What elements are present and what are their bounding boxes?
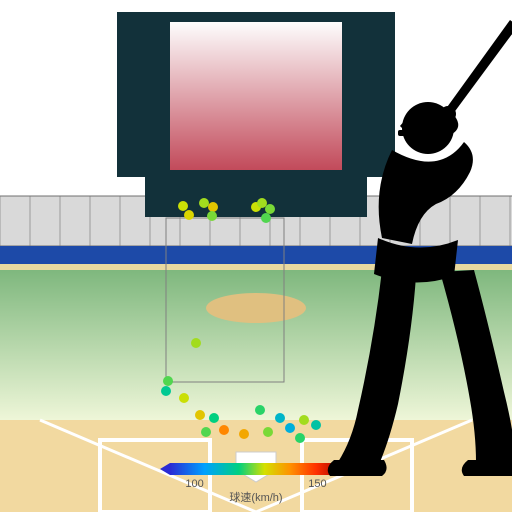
- pitch-marker: [265, 204, 275, 214]
- pitch-marker: [199, 198, 209, 208]
- pitch-marker: [295, 433, 305, 443]
- pitch-marker: [261, 213, 271, 223]
- colorbar-label: 球速(km/h): [229, 490, 282, 504]
- pitch-marker: [219, 425, 229, 435]
- pitch-marker: [257, 198, 267, 208]
- pitch-marker: [201, 427, 211, 437]
- pitch-marker: [209, 413, 219, 423]
- scoreboard-screen: [170, 22, 342, 170]
- pitch-marker: [179, 393, 189, 403]
- pitch-marker: [311, 420, 321, 430]
- pitch-marker: [208, 202, 218, 212]
- colorbar-tick: 100: [185, 478, 203, 490]
- colorbar: [170, 463, 342, 475]
- pitch-marker: [299, 415, 309, 425]
- pitch-marker: [207, 211, 217, 221]
- colorbar-tick: 150: [308, 478, 326, 490]
- mound: [206, 293, 306, 323]
- pitch-marker: [285, 423, 295, 433]
- pitch-marker: [275, 413, 285, 423]
- pitch-location-chart: 100 150 球速(km/h): [0, 0, 512, 512]
- pitch-marker: [184, 210, 194, 220]
- pitch-marker: [255, 405, 265, 415]
- pitch-marker: [195, 410, 205, 420]
- pitch-marker: [263, 427, 273, 437]
- pitch-marker: [163, 376, 173, 386]
- pitch-marker: [191, 338, 201, 348]
- outfield: [0, 264, 512, 420]
- pitch-marker: [161, 386, 171, 396]
- pitch-marker: [239, 429, 249, 439]
- pitch-marker: [178, 201, 188, 211]
